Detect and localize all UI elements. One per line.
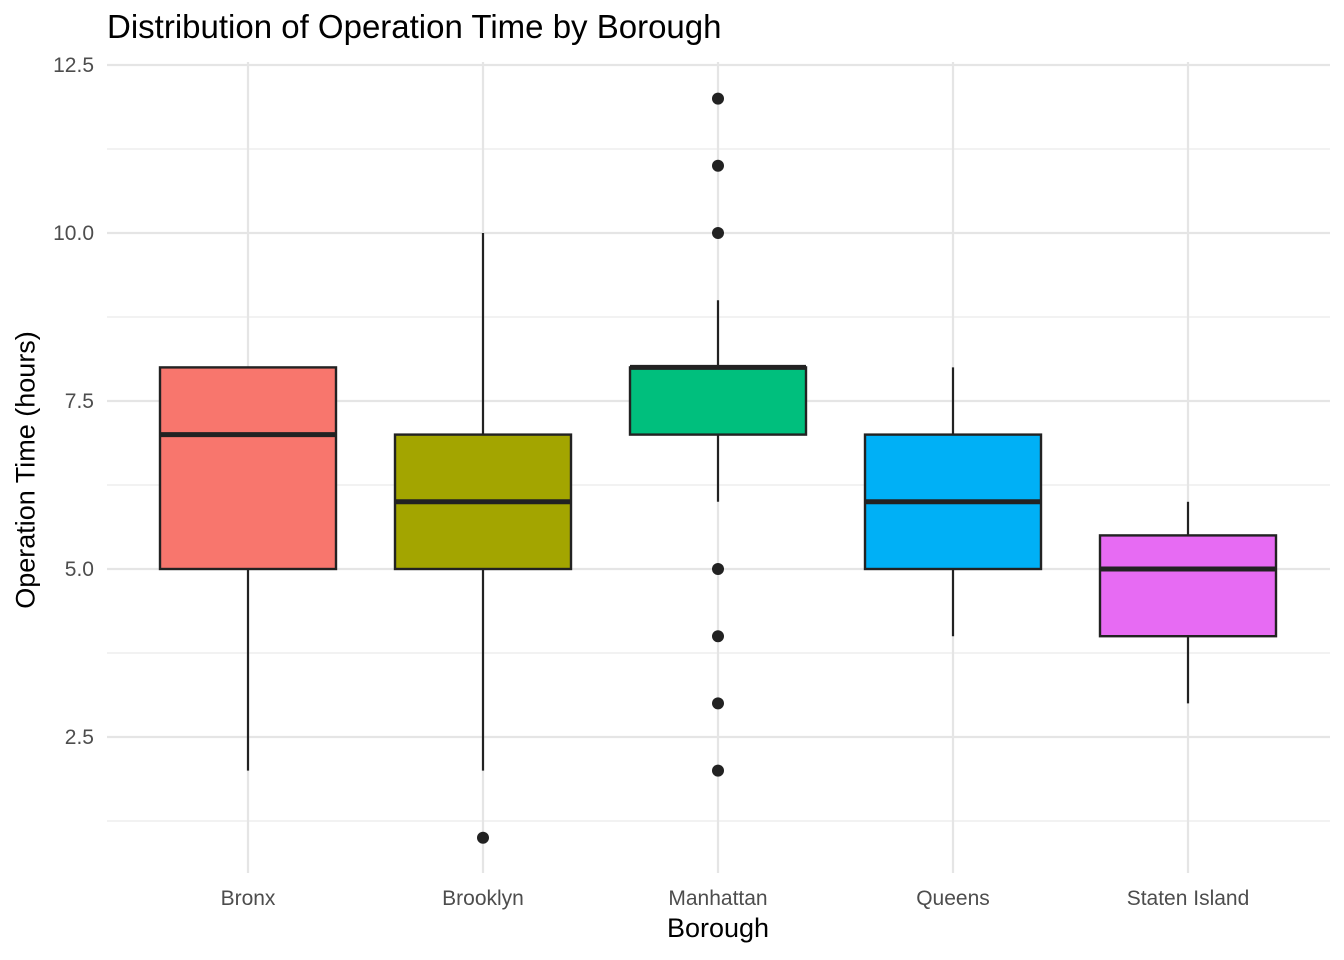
x-tick-label: Brooklyn	[442, 887, 524, 910]
chart-title: Distribution of Operation Time by Boroug…	[107, 8, 722, 45]
outlier-point	[712, 92, 724, 105]
box-bronx	[158, 366, 338, 771]
outlier-point	[712, 563, 724, 575]
box-body	[628, 366, 808, 436]
x-axis-title: Borough	[666, 913, 770, 943]
box-staten-island	[1098, 501, 1278, 704]
y-tick-label: 7.5	[65, 390, 94, 413]
y-tick-label: 5.0	[65, 558, 94, 581]
x-tick-label: Staten Island	[1127, 887, 1250, 910]
x-tick-label: Queens	[916, 887, 990, 910]
y-tick-label: 2.5	[65, 726, 94, 749]
outlier-point	[712, 159, 724, 172]
outlier-point	[712, 227, 724, 239]
y-tick-label: 12.5	[53, 54, 94, 77]
outlier-point	[477, 831, 489, 844]
box-body	[158, 366, 338, 571]
box-brooklyn	[393, 233, 573, 844]
x-tick-label: Bronx	[221, 887, 276, 910]
outlier-point	[712, 764, 724, 777]
box-manhattan	[628, 92, 808, 777]
boxes	[158, 92, 1278, 844]
box-body	[1098, 534, 1278, 638]
x-tick-label: Manhattan	[668, 887, 767, 910]
x-tick-labels: Bronx Brooklyn Manhattan Queens Staten Islan…	[221, 887, 1250, 910]
outlier-point	[712, 697, 724, 710]
y-tick-labels: 2.5 5.0 7.5 10.0 12.5	[53, 54, 94, 749]
outlier-point	[712, 630, 724, 643]
box-queens	[863, 367, 1043, 637]
y-tick-label: 10.0	[53, 222, 94, 245]
x-axis-title-wrap: Borough	[0, 913, 1344, 944]
